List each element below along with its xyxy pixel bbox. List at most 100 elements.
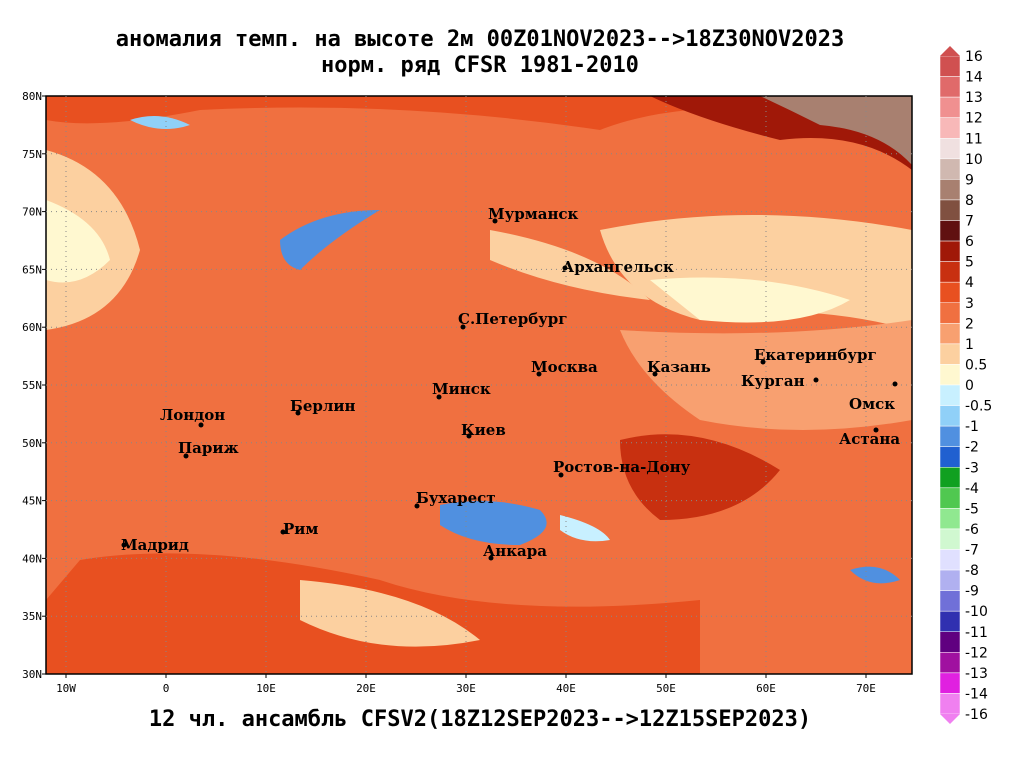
colorbar-box [939,96,961,118]
colorbar-box [939,281,961,303]
colorbar-box [939,199,961,221]
colorbar-box [939,652,961,674]
city-label: Бухарест [416,489,496,507]
footer: 12 чл. ансамбль CFSV2(18Z12SEP2023-->12Z… [149,707,811,732]
colorbar-box [939,693,961,715]
city-dot [436,394,442,400]
colorbar-box [939,446,961,468]
lon-label: 20E [356,682,376,695]
colorbar-box [939,672,961,694]
colorbar-box [939,487,961,509]
colorbar-label: 0 [965,378,974,394]
city-dot [280,529,286,535]
colorbar-label: -12 [965,645,988,661]
colorbar-label: 14 [965,70,983,86]
colorbar-label: 10 [965,152,983,168]
city-label: Курган [741,372,805,390]
colorbar-box [939,508,961,530]
city-dot [466,433,472,439]
lon-label: 50E [656,682,676,695]
map [45,95,913,675]
city-label: Берлин [290,397,356,415]
city-dot [892,381,898,387]
colorbar-box [939,405,961,427]
lat-label: 50N [22,437,42,450]
city-dot [460,324,466,330]
city-dot [488,555,494,561]
city-label: Екатеринбург [754,346,877,364]
colorbar-box [939,261,961,283]
colorbar-box [939,117,961,139]
city-dot [121,542,127,548]
colorbar-label: -16 [965,707,988,723]
colorbar-label: -11 [965,625,988,641]
city-label: Ростов-на-Дону [553,458,691,476]
colorbar-box [939,610,961,632]
city-label: Мадрид [121,536,189,554]
lat-label: 30N [22,668,42,681]
city-label: Казань [647,358,711,376]
city-label: Мурманск [488,205,579,223]
colorbar-label: 11 [965,131,983,147]
city-label: Москва [531,358,598,376]
colorbar-label: -5 [965,501,979,517]
lat-label: 60N [22,321,42,334]
city-dot [183,453,189,459]
colorbar-box [939,631,961,653]
lat-label: 65N [22,263,42,276]
city-dot [760,359,766,365]
colorbar-label: 8 [965,193,974,209]
colorbar-label: 3 [965,296,974,312]
colorbar-label: 2 [965,316,974,332]
lon-label: 60E [756,682,776,695]
lat-label: 35N [22,610,42,623]
colorbar-label: -9 [965,584,979,600]
colorbar-label: 5 [965,255,974,271]
colorbar-label: -1 [965,419,979,435]
colorbar-label: -7 [965,543,979,559]
colorbar-box [939,364,961,386]
colorbar-label: 13 [965,90,983,106]
city-label: Астана [839,430,900,448]
city-label: Париж [178,439,239,457]
city-label: Архангельск [562,258,674,276]
colorbar-label: 9 [965,172,974,188]
lon-label: 30E [456,682,476,695]
colorbar-label: 6 [965,234,974,250]
city-dot [873,427,879,433]
colorbar-box [939,590,961,612]
colorbar-box [939,323,961,345]
city-label: Анкара [483,542,547,560]
lat-label: 75N [22,148,42,161]
colorbar-box [939,158,961,180]
colorbar-box [939,425,961,447]
colorbar-box [939,569,961,591]
city-label: Минск [432,380,491,398]
city-dot [536,371,542,377]
colorbar-box [939,179,961,201]
colorbar-label: 7 [965,214,974,230]
colorbar-box [939,384,961,406]
city-dot [813,377,819,383]
colorbar-label: 16 [965,49,983,65]
colorbar-arrow [940,714,960,724]
lon-label: 10E [256,682,276,695]
colorbar-box [939,138,961,160]
colorbar-label: 12 [965,111,983,127]
city-dot [492,218,498,224]
city-dot [562,265,568,271]
colorbar-label: -3 [965,460,979,476]
colorbar-box [939,528,961,550]
subtitle: норм. ряд CFSR 1981-2010 [321,53,639,78]
lat-label: 55N [22,379,42,392]
city-label: Лондон [160,406,225,424]
colorbar-arrow [940,46,960,56]
city-dot [652,371,658,377]
colorbar-label: -13 [965,666,988,682]
colorbar-label: 0.5 [965,357,987,373]
colorbar-box [939,343,961,365]
city-label: С.Петербург [458,310,567,328]
colorbar-label: -4 [965,481,979,497]
lat-label: 80N [22,90,42,103]
